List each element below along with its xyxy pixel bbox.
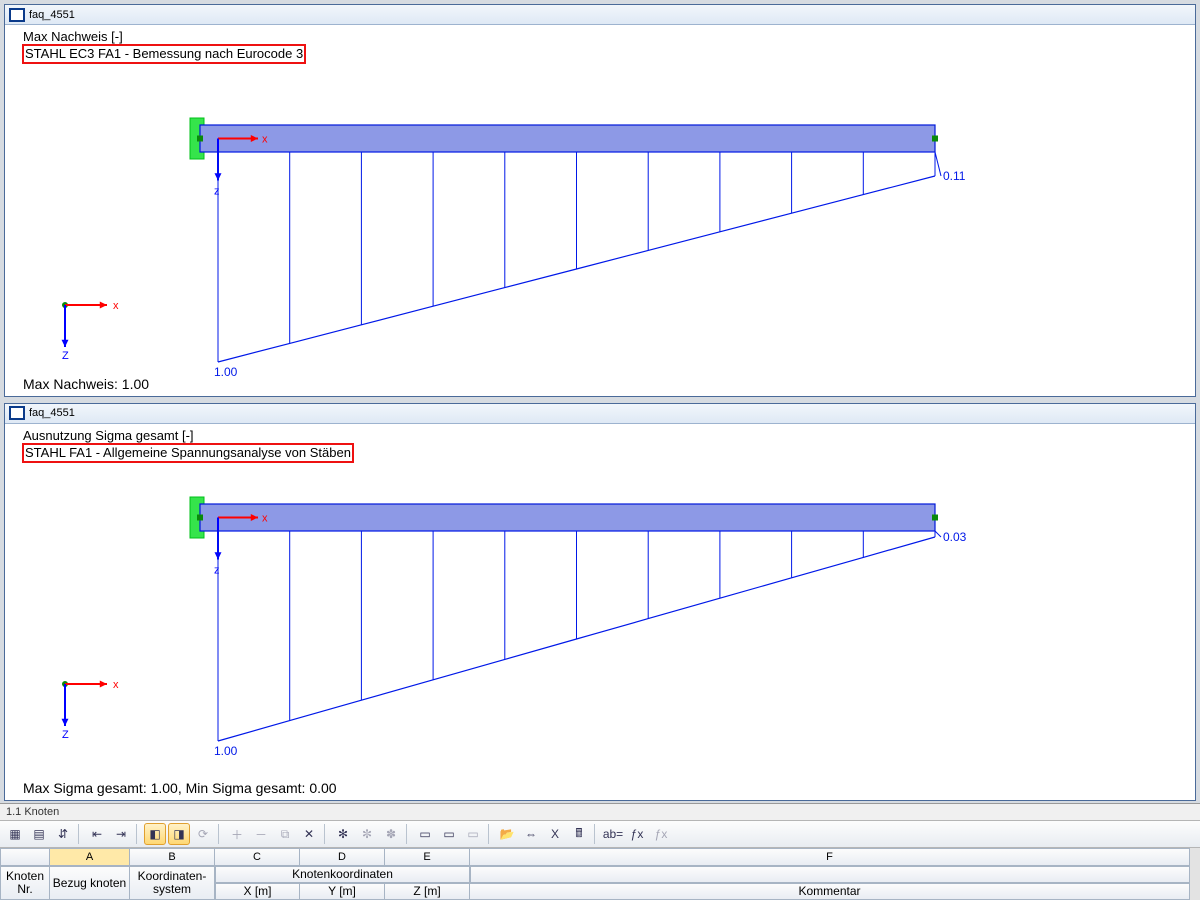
- pane-1-titlebar[interactable]: faq_4551: [5, 5, 1195, 25]
- dup-icon: ⧉: [274, 823, 296, 845]
- hdr-0[interactable]: Knoten Nr.: [0, 866, 50, 900]
- hdr-coord-0[interactable]: X [m]: [215, 883, 300, 900]
- table-2-icon[interactable]: ▭: [438, 823, 460, 845]
- viewport-pane-2: faq_4551 Ausnutzung Sigma gesamt [-] STA…: [4, 403, 1196, 801]
- svg-text:1.00: 1.00: [214, 744, 238, 758]
- app-icon: [9, 8, 25, 22]
- refresh-icon: ⟳: [192, 823, 214, 845]
- hdr-kommentar[interactable]: Kommentar: [470, 883, 1190, 900]
- pane-2-header1: Ausnutzung Sigma gesamt [-]: [23, 428, 353, 444]
- col-letter-F[interactable]: F: [470, 848, 1190, 866]
- hdr-coord-2[interactable]: Z [m]: [385, 883, 470, 900]
- pane-2-headers: Ausnutzung Sigma gesamt [-] STAHL FA1 - …: [23, 428, 353, 462]
- filter-red-icon[interactable]: ✻: [332, 823, 354, 845]
- svg-text:z: z: [214, 186, 220, 198]
- row-color-icon[interactable]: ▤: [28, 823, 50, 845]
- pane-2-title: faq_4551: [29, 403, 75, 423]
- sort-icon[interactable]: ⇵: [52, 823, 74, 845]
- col-letter-C[interactable]: C: [215, 848, 300, 866]
- svg-text:Z: Z: [62, 350, 69, 362]
- grid-icon[interactable]: ▦: [4, 823, 26, 845]
- table-3-icon: ▭: [462, 823, 484, 845]
- pane-1-header2: STAHL EC3 FA1 - Bemessung nach Eurocode …: [23, 45, 305, 63]
- toggle-b-icon[interactable]: ◨: [168, 823, 190, 845]
- app-icon: [9, 406, 25, 420]
- diagram-2: x z 1.00 0.03 x Z: [5, 424, 1185, 784]
- pane-1-status: Max Nachweis: 1.00: [23, 376, 149, 392]
- link-icon[interactable]: ⇔: [520, 823, 542, 845]
- hdr-coords[interactable]: Knotenkoordinaten: [215, 866, 470, 883]
- pane-1-title: faq_4551: [29, 5, 75, 25]
- pane-2-header2: STAHL FA1 - Allgemeine Spannungsanalyse …: [23, 444, 353, 462]
- filter-green-icon: ✼: [356, 823, 378, 845]
- open-icon[interactable]: 📂: [496, 823, 518, 845]
- svg-text:0.11: 0.11: [943, 169, 966, 183]
- fx-clear-icon: ƒx: [650, 823, 672, 845]
- pane-1-headers: Max Nachweis [-] STAHL EC3 FA1 - Bemessu…: [23, 29, 305, 63]
- svg-text:x: x: [262, 134, 268, 146]
- pane-2-titlebar[interactable]: faq_4551: [5, 404, 1195, 424]
- hdr-1[interactable]: Bezug knoten: [50, 866, 130, 900]
- toolbar: ▦▤⇵⇤⇥◧◨⟳＋－⧉✕✻✼✽▭▭▭📂⇔X🖩ab=ƒxƒx: [0, 821, 1200, 848]
- calc-icon[interactable]: 🖩: [568, 823, 590, 845]
- del-icon[interactable]: ✕: [298, 823, 320, 845]
- viewport-2[interactable]: Ausnutzung Sigma gesamt [-] STAHL FA1 - …: [5, 424, 1195, 800]
- svg-text:x: x: [113, 679, 119, 691]
- col-letter-E[interactable]: E: [385, 848, 470, 866]
- pane-1-header1: Max Nachweis [-]: [23, 29, 305, 45]
- svg-text:z: z: [214, 564, 220, 576]
- hdr-2[interactable]: Koordinaten- system: [130, 866, 215, 900]
- remove-icon: －: [250, 823, 272, 845]
- filter-gold-icon: ✽: [380, 823, 402, 845]
- svg-text:1.00: 1.00: [214, 365, 238, 379]
- strip-title: 1.1 Knoten: [0, 804, 1200, 821]
- add-icon: ＋: [226, 823, 248, 845]
- svg-text:0.03: 0.03: [943, 530, 967, 544]
- table-headers: ABCDEF Knoten Nr.Bezug knotenKoordinaten-…: [0, 848, 1200, 900]
- insert-left-icon[interactable]: ⇤: [86, 823, 108, 845]
- col-letter-D[interactable]: D: [300, 848, 385, 866]
- bottom-strip: 1.1 Knoten ▦▤⇵⇤⇥◧◨⟳＋－⧉✕✻✼✽▭▭▭📂⇔X🖩ab=ƒxƒx…: [0, 803, 1200, 900]
- viewport-pane-1: faq_4551 Max Nachweis [-] STAHL EC3 FA1 …: [4, 4, 1196, 397]
- hdr-coord-1[interactable]: Y [m]: [300, 883, 385, 900]
- svg-text:Z: Z: [62, 729, 69, 741]
- insert-right-icon[interactable]: ⇥: [110, 823, 132, 845]
- col-letter-B[interactable]: B: [130, 848, 215, 866]
- hdr-blank[interactable]: [470, 866, 1190, 883]
- table-1-icon[interactable]: ▭: [414, 823, 436, 845]
- toggle-a-icon[interactable]: ◧: [144, 823, 166, 845]
- excel-icon[interactable]: X: [544, 823, 566, 845]
- diagram-1: x z 1.00 0.11 x Z: [5, 25, 1185, 379]
- fx-icon[interactable]: ƒx: [626, 823, 648, 845]
- viewport-1[interactable]: Max Nachweis [-] STAHL EC3 FA1 - Bemessu…: [5, 25, 1195, 396]
- col-letter-A[interactable]: A: [50, 848, 130, 866]
- svg-text:x: x: [113, 300, 119, 312]
- pane-2-status: Max Sigma gesamt: 1.00, Min Sigma gesamt…: [23, 780, 337, 796]
- svg-text:x: x: [262, 512, 268, 524]
- text-edit-icon[interactable]: ab=: [602, 823, 624, 845]
